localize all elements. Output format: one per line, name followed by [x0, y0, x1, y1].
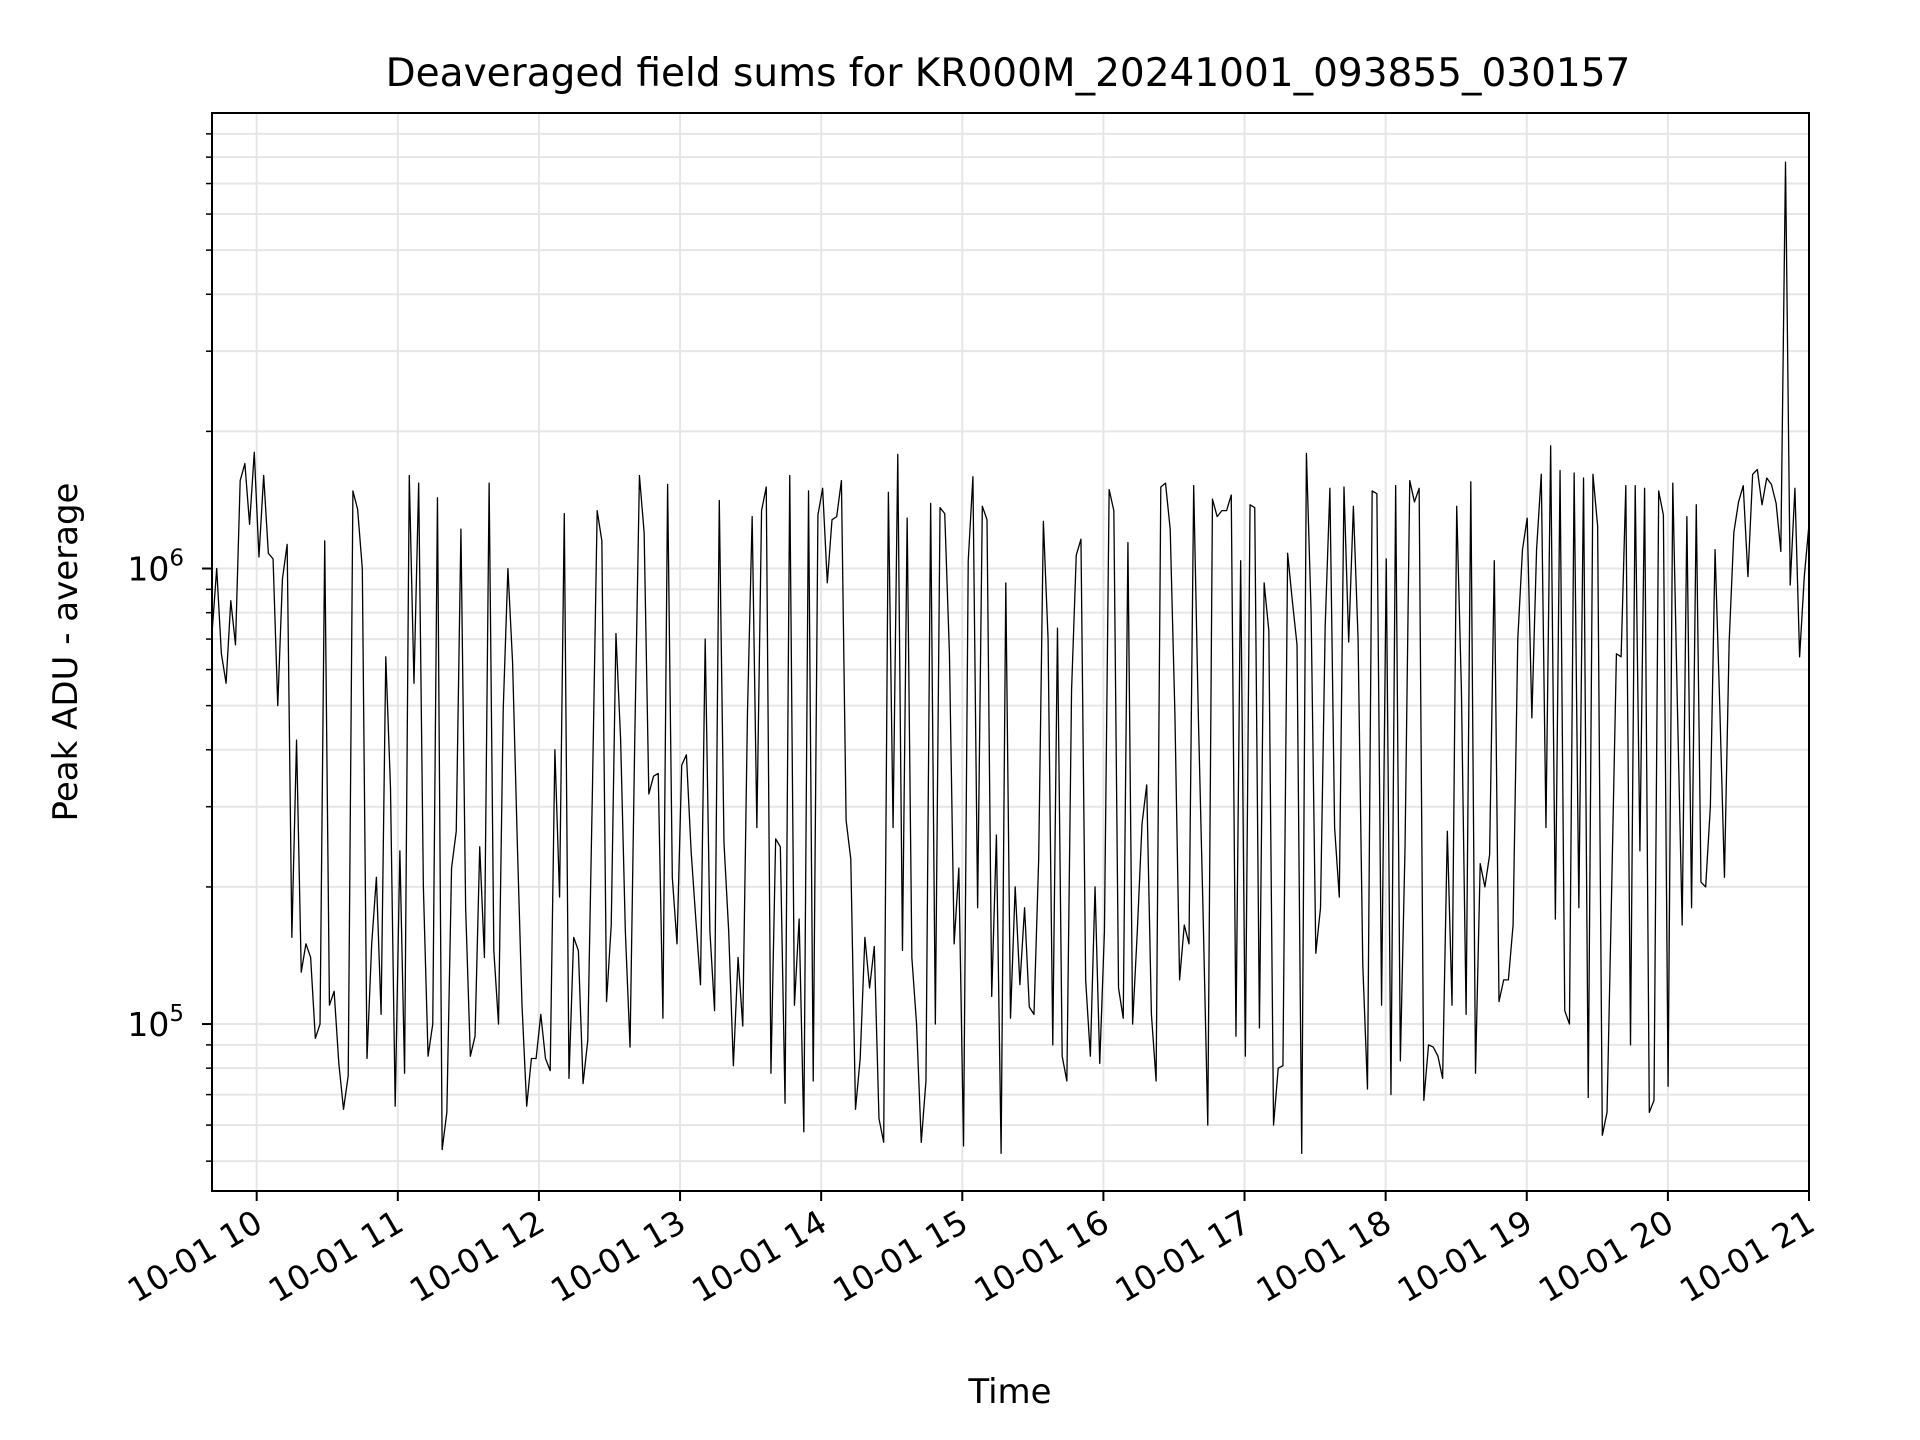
series-layer: [212, 161, 1809, 1155]
series-line: [212, 161, 1809, 1155]
y-axis-ticks: 105 106: [127, 133, 212, 1162]
x-axis-label: Time: [967, 1372, 1051, 1412]
chart-title: Deaveraged field sums for KR000M_2024100…: [386, 51, 1631, 96]
y-axis-label: Peak ADU - average: [46, 483, 86, 822]
y-tick-label: 105: [127, 1001, 184, 1044]
y-tick-label: 106: [127, 546, 184, 589]
plot-frame: [211, 112, 1810, 1192]
